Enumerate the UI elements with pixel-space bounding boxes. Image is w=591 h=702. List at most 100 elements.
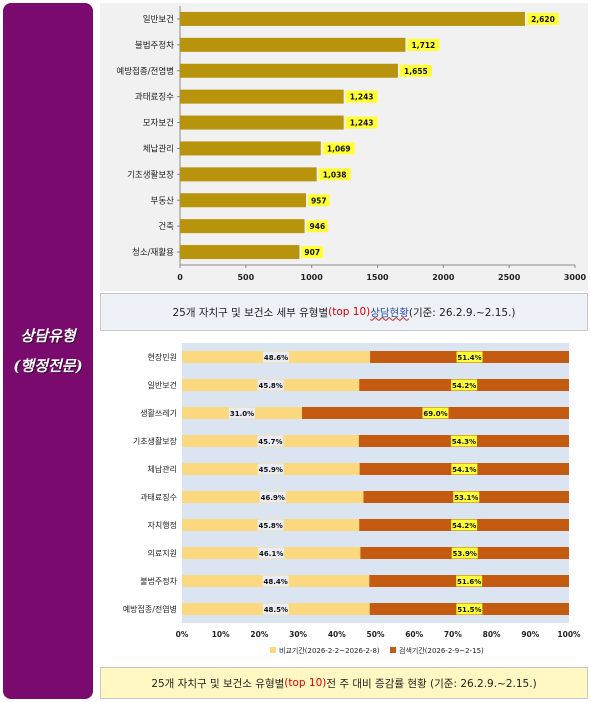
- counts-value-label: 1,243: [350, 119, 374, 128]
- ratio-category-label: 일반보건: [148, 380, 177, 390]
- ratio-category-label: 과태료징수: [140, 492, 177, 502]
- ratio-category-label: 체납관리: [148, 464, 177, 474]
- counts-category-label: 청소/재활용: [132, 247, 174, 258]
- ratio-value-label-bg: [451, 463, 478, 475]
- ratio-value-label: 45.7%: [258, 438, 282, 446]
- caption1-highlight: (top 10): [328, 306, 371, 318]
- ratio-value-label: 48.5%: [264, 606, 288, 614]
- counts-value-label: 1,038: [323, 170, 347, 179]
- counts-bar: [180, 63, 398, 78]
- side-title-line2: (행정전문): [13, 357, 83, 375]
- counts-category-label: 불법주정차: [135, 40, 174, 51]
- counts-value-label-bg: [301, 246, 324, 259]
- counts-category-label: 부동산: [151, 195, 175, 206]
- counts-bar: [180, 37, 406, 52]
- ratio-value-label: 45.8%: [258, 522, 282, 530]
- counts-value-label: 907: [304, 248, 320, 257]
- ratio-x-tick-label: 60%: [405, 630, 423, 639]
- counts-value-label-bg: [345, 90, 378, 103]
- caption1-mid: 상담현황: [370, 306, 409, 319]
- caption2-pre: 25개 자치구 및 보건소 유형별: [151, 677, 285, 690]
- counts-x-tick-label: 3000: [564, 273, 587, 282]
- ratio-legend-swatch: [390, 647, 396, 653]
- ratio-value-label-bg: [453, 491, 480, 503]
- ratio-value-label: 31.0%: [230, 410, 254, 418]
- counts-category-label: 과태료징수: [135, 92, 174, 103]
- counts-bar: [180, 115, 344, 130]
- ratio-category-label: 불법주정차: [140, 576, 177, 586]
- counts-value-label: 1,069: [327, 144, 351, 153]
- ratio-chart-svg: 0% 10% 20% 30% 40% 50% 60% 70% 80% 90% 100% 현장민원 48.…: [123, 343, 581, 655]
- ratio-legend-swatch: [270, 647, 276, 653]
- counts-bar: [180, 219, 305, 234]
- counts-x-tick-label: 2500: [498, 273, 521, 282]
- counts-chart-caption: 25개 자치구 및 보건소 세부 유형별 (top 10) 상담현황 (기준: 2…: [100, 293, 588, 331]
- ratio-value-label: 53.1%: [454, 494, 478, 502]
- counts-bar: [180, 141, 321, 156]
- ratio-x-tick-label: 90%: [521, 630, 539, 639]
- counts-category-label: 예방접종/전염병: [116, 66, 174, 77]
- counts-value-label-bg: [322, 142, 355, 155]
- ratio-value-label-bg: [263, 351, 290, 363]
- caption1-post: (기준: 26.2.9.~2.15.): [408, 306, 516, 319]
- counts-value-label-bg: [345, 116, 378, 129]
- ratio-value-label-bg: [450, 435, 477, 447]
- counts-x-tick-label: 0: [177, 273, 183, 282]
- counts-value-label-bg: [306, 220, 329, 233]
- ratio-value-label: 45.8%: [258, 382, 282, 390]
- ratio-category-label: 현장민원: [148, 352, 177, 362]
- counts-value-label: 2,620: [531, 15, 555, 24]
- ratio-value-label-bg: [456, 603, 483, 615]
- ratio-value-label-bg: [451, 547, 478, 559]
- ratio-value-label: 48.6%: [264, 354, 288, 362]
- ratio-category-label: 생활쓰레기: [140, 408, 177, 418]
- ratio-value-label: 54.2%: [452, 382, 476, 390]
- ratio-value-label: 54.1%: [452, 466, 476, 474]
- ratio-value-label: 45.9%: [259, 466, 283, 474]
- ratio-x-tick-label: 40%: [328, 630, 346, 639]
- ratio-chart-caption: 25개 자치구 및 보건소 유형별 (top 10) 전 주 대비 증감률 현황 …: [100, 667, 588, 699]
- ratio-value-label-bg: [451, 519, 478, 531]
- ratio-value-label-bg: [262, 575, 289, 587]
- ratio-value-label: 53.9%: [453, 550, 477, 558]
- ratio-x-tick-label: 70%: [444, 630, 462, 639]
- ratio-value-label-bg: [228, 407, 255, 419]
- counts-value-label: 957: [311, 196, 327, 205]
- ratio-value-label-bg: [258, 547, 285, 559]
- ratio-value-label: 51.6%: [457, 578, 481, 586]
- counts-bar: [180, 167, 317, 182]
- ratio-value-label: 48.4%: [264, 578, 288, 586]
- counts-bar: [180, 245, 300, 260]
- ratio-category-label: 자치행정: [148, 520, 177, 530]
- ratio-x-tick-label: 80%: [483, 630, 501, 639]
- side-panel: 상담유형 (행정전문): [3, 3, 93, 699]
- counts-bar: [180, 89, 344, 104]
- counts-chart-svg: 0 500 1000 1500 2000 2500 3000 일반보건 2,620 불법주정차 1,…: [116, 6, 587, 282]
- ratio-value-label: 69.0%: [423, 410, 447, 418]
- ratio-value-label-bg: [456, 575, 483, 587]
- ratio-x-tick-label: 20%: [250, 630, 268, 639]
- ratio-category-label: 예방접종/전염병: [123, 604, 177, 614]
- ratio-x-tick-label: 100%: [557, 630, 581, 639]
- counts-category-label: 모자보건: [143, 118, 174, 129]
- counts-x-tick-label: 500: [237, 273, 254, 282]
- ratio-value-label-bg: [259, 491, 286, 503]
- ratio-x-tick-label: 50%: [367, 630, 385, 639]
- ratio-value-label: 46.1%: [259, 550, 283, 558]
- counts-category-label: 체납관리: [143, 143, 174, 154]
- counts-bar: [180, 11, 525, 26]
- ratio-value-label-bg: [257, 463, 284, 475]
- counts-value-label-bg: [526, 12, 559, 25]
- ratio-value-label: 51.5%: [457, 606, 481, 614]
- counts-value-label: 1,243: [350, 93, 374, 102]
- ratio-x-tick-label: 0%: [176, 630, 189, 639]
- counts-value-label-bg: [318, 168, 351, 181]
- caption1-pre: 25개 자치구 및 보건소 세부 유형별: [172, 306, 329, 319]
- counts-x-tick-label: 1000: [301, 273, 324, 282]
- ratio-value-label-bg: [422, 407, 449, 419]
- counts-value-label: 1,712: [412, 41, 436, 50]
- counts-category-label: 건축: [158, 221, 174, 232]
- ratio-chart: 0% 10% 20% 30% 40% 50% 60% 70% 80% 90% 100% 현장민원 48.…: [100, 340, 588, 665]
- counts-x-tick-label: 2000: [432, 273, 455, 282]
- ratio-value-label-bg: [257, 519, 284, 531]
